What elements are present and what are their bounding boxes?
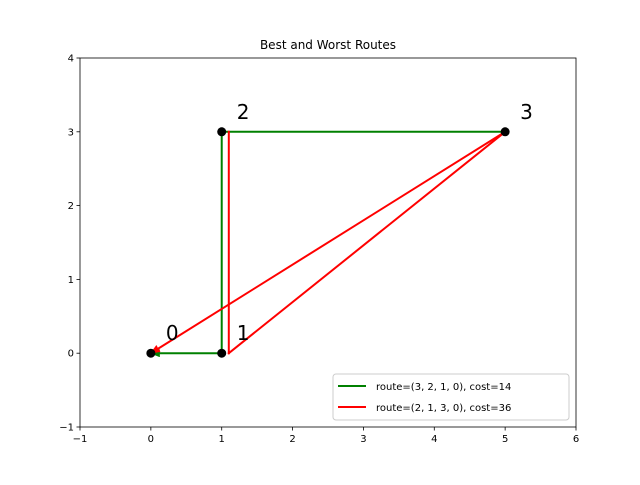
x-tick-label: 3 [360,434,366,445]
plot-frame [79,57,577,428]
legend: route=(3, 2, 1, 0), cost=14 route=(2, 1, … [332,373,570,421]
x-tick-label: 1 [219,434,225,445]
route-series-0 [149,130,507,358]
node-label: 1 [237,321,250,345]
route-series-1 [149,130,507,355]
chart-title: Best and Worst Routes [260,38,396,52]
node-point [217,127,227,137]
node-label: 3 [520,100,533,124]
node-label: 2 [237,100,250,124]
y-tick-label: 3 [68,127,74,138]
series-layer [149,130,507,358]
route-segment [149,130,507,355]
nodes-layer: 0 1 2 3 [146,100,533,358]
x-tick-label: −1 [73,434,88,445]
y-tick-label: 2 [68,201,74,212]
route-segment [227,130,507,355]
y-tick-label: −1 [59,423,74,434]
node-point [146,348,156,358]
node-point [500,127,510,137]
legend-box [332,373,570,421]
axes: −1 0 1 2 3 4 5 6 −1 0 1 2 3 4 [59,54,579,446]
y-tick-label: 1 [68,275,74,286]
legend-entry-label: route=(2, 1, 3, 0), cost=36 [376,403,511,414]
y-tick-label: 0 [68,349,74,360]
x-tick-label: 5 [502,434,508,445]
node-label: 0 [166,321,179,345]
y-tick-label: 4 [68,54,74,65]
x-tick-label: 4 [431,434,437,445]
legend-entry-label: route=(3, 2, 1, 0), cost=14 [376,382,511,393]
node-point [217,348,227,358]
x-tick-label: 2 [289,434,295,445]
x-tick-label: 6 [573,434,579,445]
x-tick-label: 0 [148,434,154,445]
